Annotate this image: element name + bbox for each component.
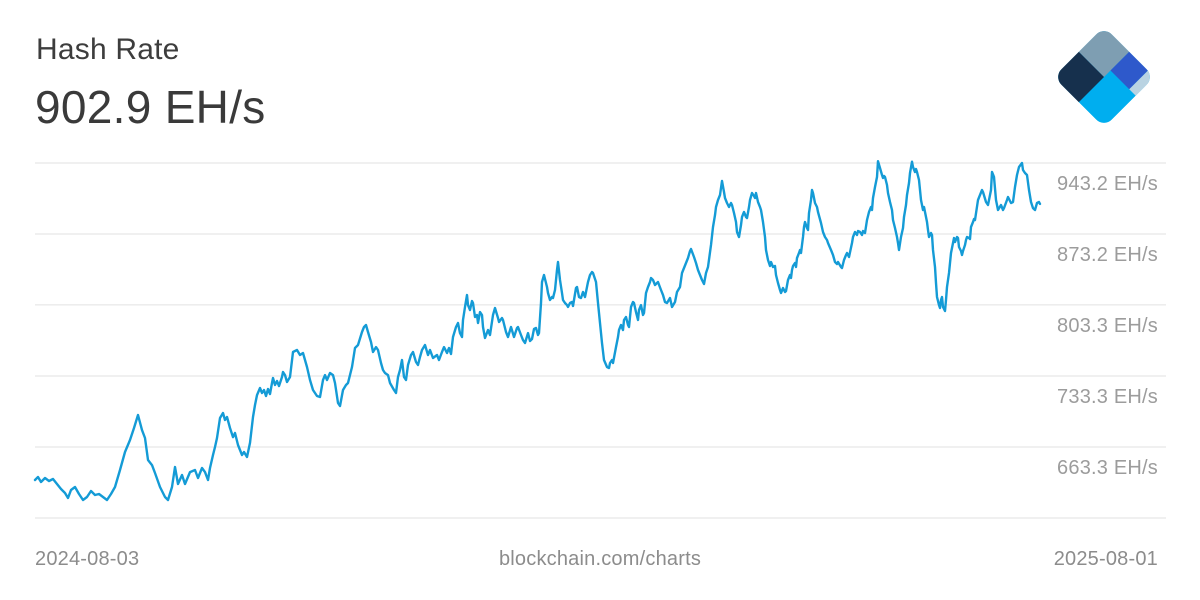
- x-axis-end-date: 2025-08-01: [1053, 548, 1158, 570]
- y-axis-tick-label: 873.2 EH/s: [1057, 244, 1158, 266]
- current-hash-rate-value: 902.9 EH/s: [35, 81, 266, 133]
- y-axis-tick-label: 663.3 EH/s: [1057, 457, 1158, 479]
- logo-pale-piece: [1129, 70, 1155, 96]
- x-axis-footer: 2024-08-03 blockchain.com/charts 2025-08…: [35, 548, 1158, 578]
- y-axis-tick-label: 943.2 EH/s: [1057, 173, 1158, 195]
- hash-rate-series-line: [33, 160, 1042, 502]
- logo-slate-piece: [1078, 26, 1130, 77]
- watermark-url: blockchain.com/charts: [498, 548, 702, 570]
- y-axis-tick-label: 733.3 EH/s: [1057, 386, 1158, 408]
- blockchain-logo-icon: [1053, 26, 1155, 128]
- y-axis-tick-label: 803.3 EH/s: [1057, 315, 1158, 337]
- page-title: Hash Rate: [36, 33, 180, 66]
- gridlines: [35, 162, 1166, 519]
- x-axis-start-date: 2024-08-03: [35, 548, 140, 570]
